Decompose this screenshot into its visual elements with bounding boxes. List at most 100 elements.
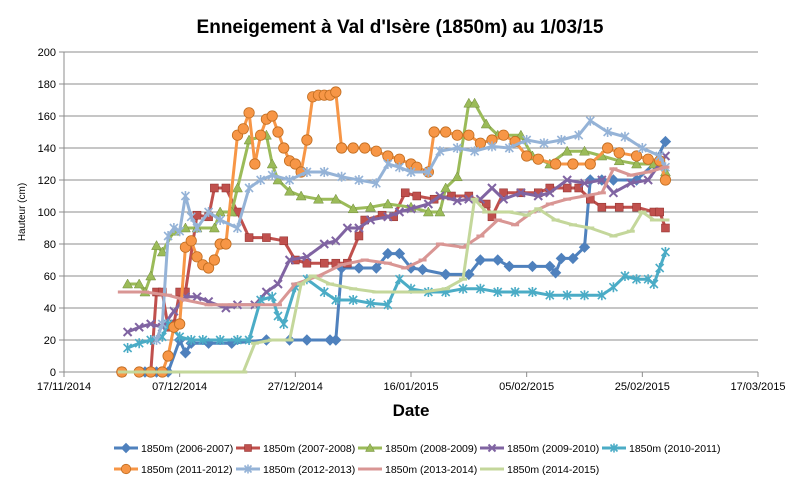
x-axis-label: Date <box>393 401 430 420</box>
y-tick-label: 100 <box>38 207 56 219</box>
data-point <box>521 150 533 162</box>
data-point <box>463 268 475 281</box>
data-point <box>202 262 215 274</box>
data-point <box>313 193 324 204</box>
data-point <box>157 319 167 329</box>
data-point <box>597 290 607 301</box>
data-point <box>608 282 618 293</box>
series-line <box>120 197 667 374</box>
chart-title: Enneigement à Val d'Isère (1850m) au 1/0… <box>197 17 604 38</box>
series-6 <box>116 86 672 378</box>
data-point <box>394 274 404 285</box>
data-point <box>204 207 214 217</box>
y-tick-label: 120 <box>38 175 56 187</box>
data-point <box>609 443 619 453</box>
data-point <box>279 236 289 246</box>
legend-item-8: 1850m (2013-2014) <box>358 464 477 476</box>
data-point <box>262 233 271 242</box>
legend-item-5: 1850m (2010-2011) <box>602 443 720 455</box>
data-point <box>416 263 429 276</box>
data-point <box>320 258 329 268</box>
data-point <box>510 287 520 297</box>
data-point <box>493 287 503 297</box>
y-tick-label: 180 <box>38 79 56 91</box>
data-point <box>632 202 641 212</box>
data-point <box>545 188 555 198</box>
data-point <box>186 335 196 345</box>
data-point <box>660 247 671 257</box>
data-point <box>608 188 619 198</box>
y-tick-label: 200 <box>38 47 56 59</box>
data-point <box>382 247 394 260</box>
x-tick-label: 05/02/2015 <box>499 381 554 393</box>
data-point <box>603 127 613 137</box>
axes <box>59 51 759 377</box>
data-point <box>574 183 583 193</box>
data-point <box>175 226 185 237</box>
data-point <box>301 334 313 346</box>
legend-item-3: 1850m (2008-2009) <box>358 442 477 455</box>
data-point <box>487 183 497 193</box>
x-tick-label: 17/11/2014 <box>37 381 91 393</box>
data-point <box>464 194 474 204</box>
data-point <box>475 283 485 294</box>
data-point <box>243 464 253 474</box>
legend-item-7: 1850m (2012-2013) <box>236 464 355 476</box>
data-point <box>267 170 277 181</box>
data-point <box>451 171 463 182</box>
data-point <box>406 167 416 177</box>
data-point <box>302 258 312 268</box>
data-point <box>469 97 481 108</box>
y-tick-label: 60 <box>44 271 56 283</box>
data-point <box>145 270 157 281</box>
data-point <box>549 267 562 279</box>
data-point <box>162 350 174 362</box>
data-point <box>440 182 452 193</box>
data-point <box>284 175 295 185</box>
data-point <box>123 343 133 353</box>
data-point <box>452 143 462 153</box>
data-point <box>481 199 491 209</box>
series-9 <box>117 197 670 374</box>
data-point <box>579 178 590 188</box>
series-lines <box>116 86 672 378</box>
data-point <box>549 158 562 170</box>
data-point <box>210 183 219 193</box>
data-point <box>208 254 220 266</box>
data-point <box>556 135 566 145</box>
data-point <box>579 290 590 301</box>
gridlines <box>64 51 758 341</box>
data-point <box>244 233 254 242</box>
data-point <box>371 178 381 189</box>
data-point <box>354 175 364 185</box>
x-tick-label: 25/02/2015 <box>615 381 670 393</box>
data-point <box>220 238 232 250</box>
data-point <box>383 299 393 310</box>
data-point <box>394 162 404 173</box>
data-point <box>249 158 261 170</box>
data-point <box>567 158 579 170</box>
data-point <box>279 319 289 329</box>
data-point <box>232 182 243 193</box>
legend-label: 1850m (2008-2009) <box>385 443 477 455</box>
data-point <box>302 252 312 262</box>
data-point <box>439 268 452 281</box>
data-point <box>301 134 313 146</box>
data-point <box>335 142 348 154</box>
data-point <box>655 207 664 217</box>
data-point <box>163 231 173 241</box>
data-point <box>122 278 134 289</box>
data-point <box>232 335 243 345</box>
data-point <box>354 231 364 241</box>
data-point <box>434 206 446 217</box>
data-point <box>151 240 162 250</box>
data-point <box>192 210 202 220</box>
data-point <box>578 241 591 253</box>
data-point <box>272 126 284 138</box>
legend-item-4: 1850m (2009-2010) <box>480 443 599 455</box>
data-point <box>574 130 584 141</box>
data-point <box>319 287 329 297</box>
data-point <box>169 306 179 316</box>
data-point <box>158 287 167 297</box>
data-point <box>597 202 607 212</box>
